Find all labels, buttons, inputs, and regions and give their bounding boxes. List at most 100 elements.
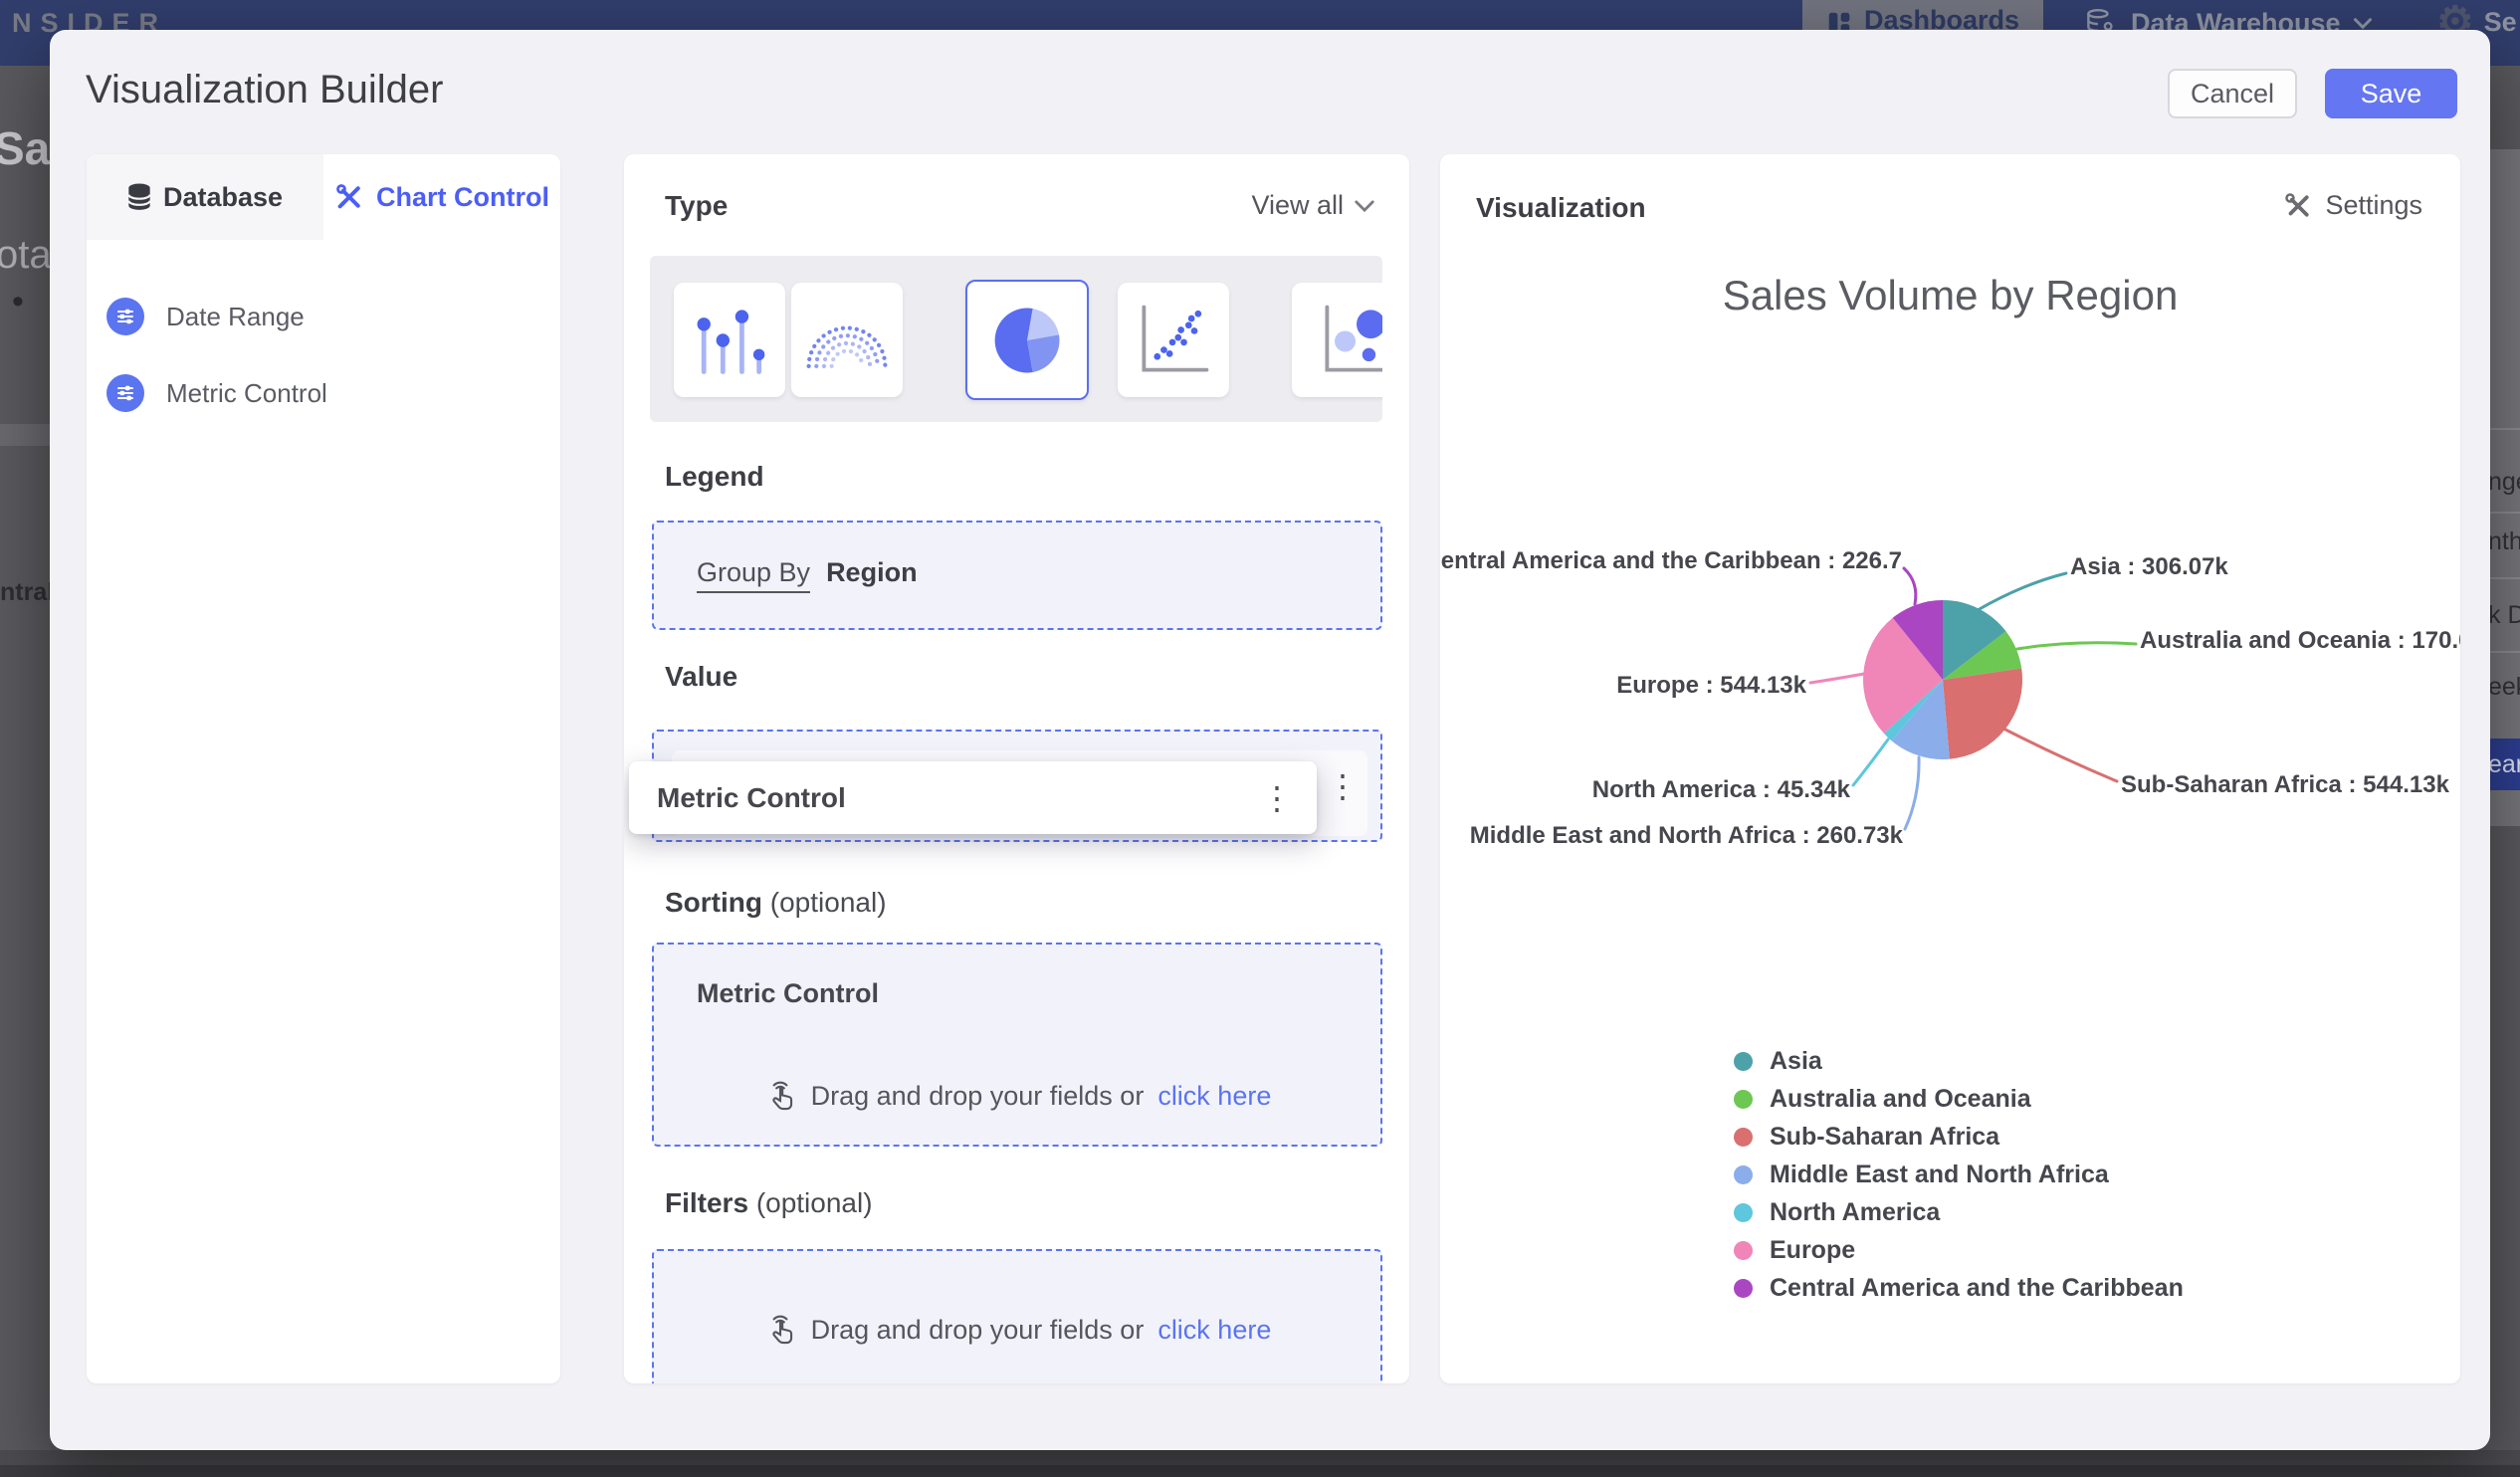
group-by-row: Group By Region	[697, 557, 918, 593]
background-dropdown: nge nth k D eek ear	[2486, 66, 2520, 1450]
bubble-chart-icon	[1314, 298, 1382, 383]
legend-item[interactable]: Australia and Oceania	[1734, 1085, 2184, 1113]
chevron-down-icon	[2353, 17, 2373, 30]
sidebar-item-metric-control[interactable]: Metric Control	[106, 369, 534, 417]
group-by-label[interactable]: Group By	[697, 557, 811, 593]
kebab-menu-icon[interactable]: ⋮	[1261, 779, 1293, 816]
value-field-label: Metric Control	[657, 781, 846, 813]
legend-dot	[1734, 1165, 1753, 1184]
background-menu-item: k D	[2488, 601, 2520, 629]
pie-chart-icon	[984, 298, 1070, 383]
legend-label: Asia	[1770, 1047, 1822, 1075]
kebab-menu-icon[interactable]: ⋮	[1327, 767, 1359, 804]
legend-dot	[1734, 1279, 1753, 1298]
click-here-link[interactable]: click here	[1157, 1080, 1272, 1111]
tab-database-label: Database	[162, 181, 284, 212]
cancel-button[interactable]: Cancel	[2168, 69, 2297, 118]
chart-type-bubble[interactable]	[1292, 283, 1382, 397]
background-page-bottom-dark	[0, 1465, 2520, 1477]
sliders-icon	[106, 298, 144, 335]
pie-label-line	[1903, 755, 1921, 831]
pie-label-line	[1976, 571, 2068, 612]
legend-dot	[1734, 1241, 1753, 1260]
scatter-plot-icon	[1131, 298, 1216, 383]
optional-suffix: (optional)	[755, 1187, 873, 1218]
sidebar-item-date-range[interactable]: Date Range	[106, 293, 534, 340]
background-menu-item: nth	[2488, 528, 2520, 555]
chart-type-dot-arc[interactable]	[791, 283, 903, 397]
chart-type-lollipop[interactable]	[674, 283, 785, 397]
sliders-icon	[106, 374, 144, 412]
type-heading: Type	[665, 190, 729, 221]
background-page-bottom	[0, 1450, 2520, 1465]
save-button[interactable]: Save	[2325, 69, 2457, 118]
pie-slice-2[interactable]	[1943, 668, 2023, 759]
dropzone-hint: Drag and drop your fields or click here	[654, 1311, 1380, 1349]
pie-label-line	[1808, 672, 1866, 685]
dot-arc-chart-icon	[799, 310, 895, 371]
sorting-field-label: Metric Control	[697, 978, 880, 1008]
chevron-down-icon	[1354, 199, 1375, 213]
background-text-fragment: ota	[0, 233, 50, 277]
chart-type-pie-selected[interactable]	[965, 280, 1089, 400]
background-page-left: Sal ota • ntral	[0, 66, 50, 1450]
legend-dropzone[interactable]: Group By Region	[652, 521, 1382, 630]
pie-slice-6[interactable]	[1892, 600, 1943, 680]
legend-heading: Legend	[665, 461, 764, 492]
pie-svg	[1808, 566, 2138, 831]
legend-item[interactable]: Europe	[1734, 1236, 2184, 1264]
database-icon	[127, 183, 151, 211]
sidebar-item-label: Date Range	[166, 301, 305, 331]
pie-slice-1[interactable]	[1943, 631, 2022, 680]
dropzone-hint: Drag and drop your fields or click here	[654, 1077, 1380, 1115]
value-field-drag-card[interactable]: Metric Control ⋮	[629, 761, 1317, 834]
legend-label: Australia and Oceania	[1770, 1085, 2031, 1113]
background-row	[0, 424, 50, 446]
pie-slice-5[interactable]	[1863, 617, 1943, 734]
pie-slice-0[interactable]	[1943, 600, 2006, 680]
pie-slice-4[interactable]	[1883, 680, 1943, 741]
settings-label: Settings	[2325, 190, 2422, 220]
legend-dot	[1734, 1090, 1753, 1109]
hand-tap-icon	[763, 1311, 797, 1349]
chart-legend: Asia Australia and Oceania Sub-Saharan Afr…	[1734, 1047, 2184, 1302]
tab-database[interactable]: Database	[87, 154, 323, 240]
visualization-heading: Visualization	[1476, 192, 1646, 223]
background-menu	[2486, 149, 2520, 826]
tab-chart-control[interactable]: Chart Control	[323, 154, 560, 240]
hand-tap-icon	[763, 1077, 797, 1115]
legend-item[interactable]: Sub-Saharan Africa	[1734, 1123, 2184, 1151]
background-text-fragment: Sal	[0, 122, 50, 174]
pie-label: Sub-Saharan Africa : 544.13k	[2121, 771, 2449, 798]
background-menu-item: nge	[2488, 468, 2520, 496]
chart-type-strip	[650, 256, 1382, 422]
lollipop-chart-icon	[687, 298, 772, 383]
pie-label-line	[1902, 566, 1918, 606]
chart-type-scatter[interactable]	[1118, 283, 1229, 397]
legend-item[interactable]: Asia	[1734, 1047, 2184, 1075]
settings-button[interactable]: Settings	[2283, 190, 2422, 221]
background-menu-item: eek	[2488, 673, 2520, 701]
filters-heading: Filters (optional)	[665, 1187, 873, 1218]
view-all-button[interactable]: View all	[1251, 190, 1375, 221]
visualization-builder-modal: Visualization Builder Cancel Save Databa…	[50, 30, 2490, 1450]
filters-dropzone[interactable]: Drag and drop your fields or click here	[652, 1249, 1382, 1383]
sidebar-tabs: Database Chart Control	[87, 154, 560, 240]
page-title: Visualization Builder	[86, 68, 444, 111]
legend-label: Sub-Saharan Africa	[1770, 1123, 2000, 1151]
click-here-link[interactable]: click here	[1157, 1314, 1272, 1345]
sidebar-item-label: Metric Control	[166, 377, 327, 408]
background-text-fragment: ntral	[0, 578, 50, 606]
pie-label-line	[2003, 728, 2119, 783]
view-all-label: View all	[1251, 190, 1344, 220]
legend-dot	[1734, 1203, 1753, 1222]
legend-label: Central America and the Caribbean	[1770, 1274, 2184, 1302]
legend-item[interactable]: Central America and the Caribbean	[1734, 1274, 2184, 1302]
builder-panel: Type View all	[624, 154, 1409, 1383]
legend-item[interactable]: North America	[1734, 1198, 2184, 1226]
sorting-dropzone[interactable]: Metric Control Drag and drop your fields…	[652, 943, 1382, 1147]
legend-item[interactable]: Middle East and North Africa	[1734, 1160, 2184, 1188]
sidebar-panel: Database Chart Control	[87, 154, 560, 1383]
pie-slice-3[interactable]	[1891, 680, 1950, 759]
